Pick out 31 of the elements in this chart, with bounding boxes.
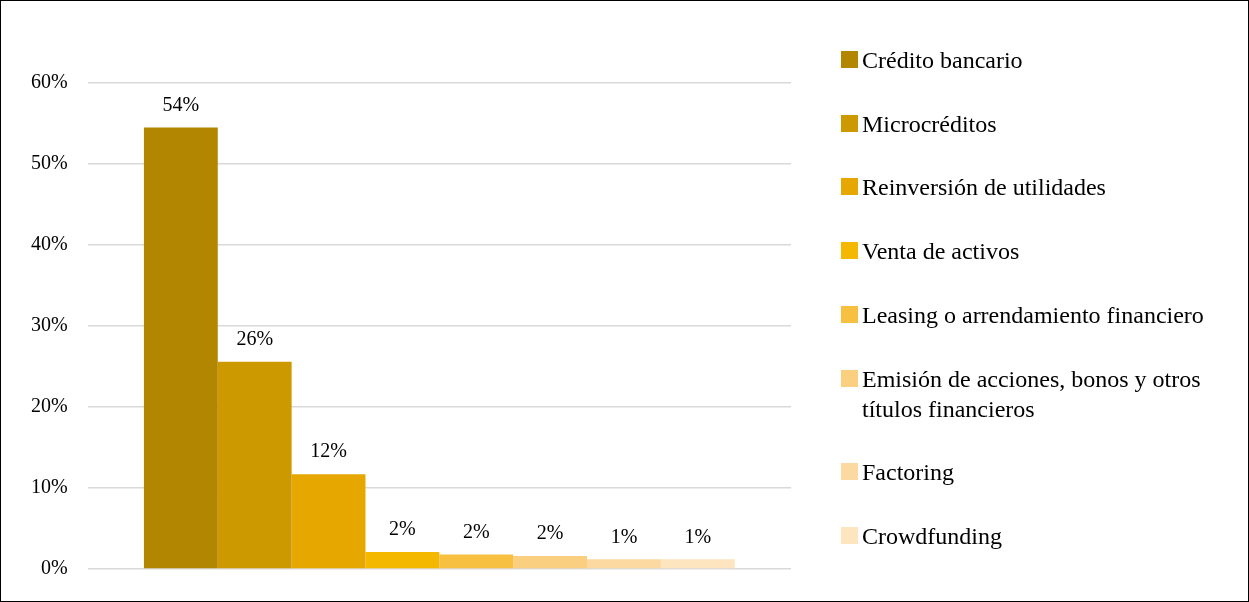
legend-label: Crédito bancario bbox=[862, 46, 1023, 75]
y-tick-label: 20% bbox=[30, 394, 68, 417]
legend-label: Emisión de acciones, bonos y otros títulos financieros bbox=[862, 364, 1202, 424]
data-label: 54% bbox=[162, 92, 200, 115]
bar bbox=[217, 361, 292, 569]
data-label: 1% bbox=[684, 524, 712, 547]
y-tick-label: 60% bbox=[30, 70, 68, 93]
legend-label: Leasing o arrendamiento financiero bbox=[862, 300, 1204, 330]
legend-label: Venta de activos bbox=[862, 237, 1020, 267]
bar bbox=[513, 556, 588, 569]
data-label: 2% bbox=[462, 519, 490, 542]
legend-label: Crowdfunding bbox=[862, 521, 1002, 551]
legend-label: Factoring bbox=[862, 458, 954, 488]
legend-label: Reinversión de utilidades bbox=[862, 173, 1106, 203]
data-label: 1% bbox=[610, 524, 638, 547]
y-tick-label: 50% bbox=[30, 151, 68, 174]
bar bbox=[143, 127, 218, 569]
bar bbox=[439, 554, 514, 569]
data-label: 12% bbox=[310, 439, 347, 462]
y-tick-label: 30% bbox=[30, 313, 68, 336]
bar bbox=[660, 559, 735, 569]
y-tick-label: 40% bbox=[30, 232, 68, 255]
bar bbox=[587, 559, 661, 569]
y-tick-label: 0% bbox=[40, 556, 68, 579]
data-label: 2% bbox=[389, 517, 416, 540]
bar bbox=[291, 474, 366, 569]
y-tick-label: 10% bbox=[30, 475, 68, 498]
data-label: 2% bbox=[536, 521, 564, 544]
data-label: 26% bbox=[236, 326, 274, 349]
legend-label: Microcréditos bbox=[862, 109, 997, 139]
bar bbox=[365, 551, 440, 569]
